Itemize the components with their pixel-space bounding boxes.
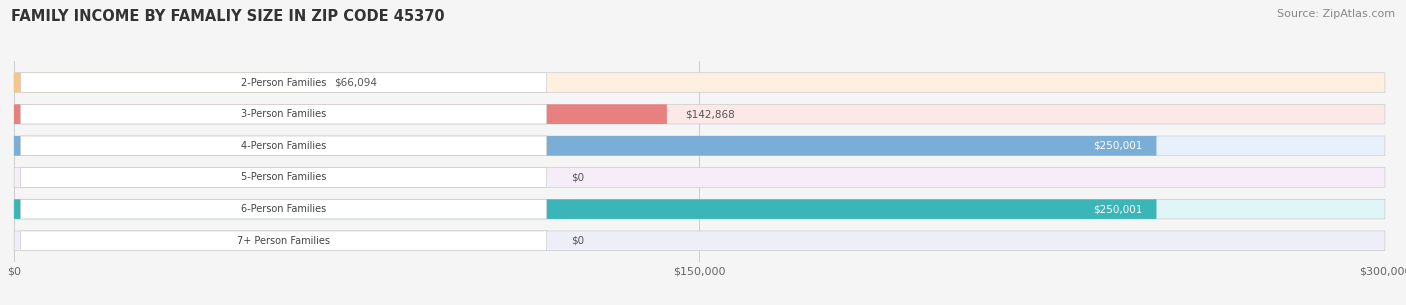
FancyBboxPatch shape <box>14 73 1385 92</box>
FancyBboxPatch shape <box>21 199 547 219</box>
FancyBboxPatch shape <box>21 136 547 156</box>
Text: $0: $0 <box>571 172 585 182</box>
FancyBboxPatch shape <box>14 104 1385 124</box>
FancyBboxPatch shape <box>14 168 1385 187</box>
Text: 2-Person Families: 2-Person Families <box>240 77 326 88</box>
Text: $142,868: $142,868 <box>685 109 735 119</box>
Text: $66,094: $66,094 <box>335 77 377 88</box>
Text: $250,001: $250,001 <box>1094 204 1143 214</box>
FancyBboxPatch shape <box>21 73 547 92</box>
FancyBboxPatch shape <box>14 73 316 92</box>
FancyBboxPatch shape <box>21 104 547 124</box>
FancyBboxPatch shape <box>14 199 1157 219</box>
FancyBboxPatch shape <box>21 168 547 187</box>
FancyBboxPatch shape <box>14 136 1385 156</box>
FancyBboxPatch shape <box>14 231 1385 251</box>
FancyBboxPatch shape <box>14 104 666 124</box>
Text: $0: $0 <box>571 236 585 246</box>
Text: 7+ Person Families: 7+ Person Families <box>238 236 330 246</box>
Text: 5-Person Families: 5-Person Families <box>240 172 326 182</box>
FancyBboxPatch shape <box>21 231 547 251</box>
FancyBboxPatch shape <box>14 199 1385 219</box>
Text: Source: ZipAtlas.com: Source: ZipAtlas.com <box>1277 9 1395 19</box>
FancyBboxPatch shape <box>14 136 1157 156</box>
Text: $250,001: $250,001 <box>1094 141 1143 151</box>
Text: FAMILY INCOME BY FAMALIY SIZE IN ZIP CODE 45370: FAMILY INCOME BY FAMALIY SIZE IN ZIP COD… <box>11 9 444 24</box>
Text: 3-Person Families: 3-Person Families <box>240 109 326 119</box>
Text: 4-Person Families: 4-Person Families <box>240 141 326 151</box>
Text: 6-Person Families: 6-Person Families <box>240 204 326 214</box>
